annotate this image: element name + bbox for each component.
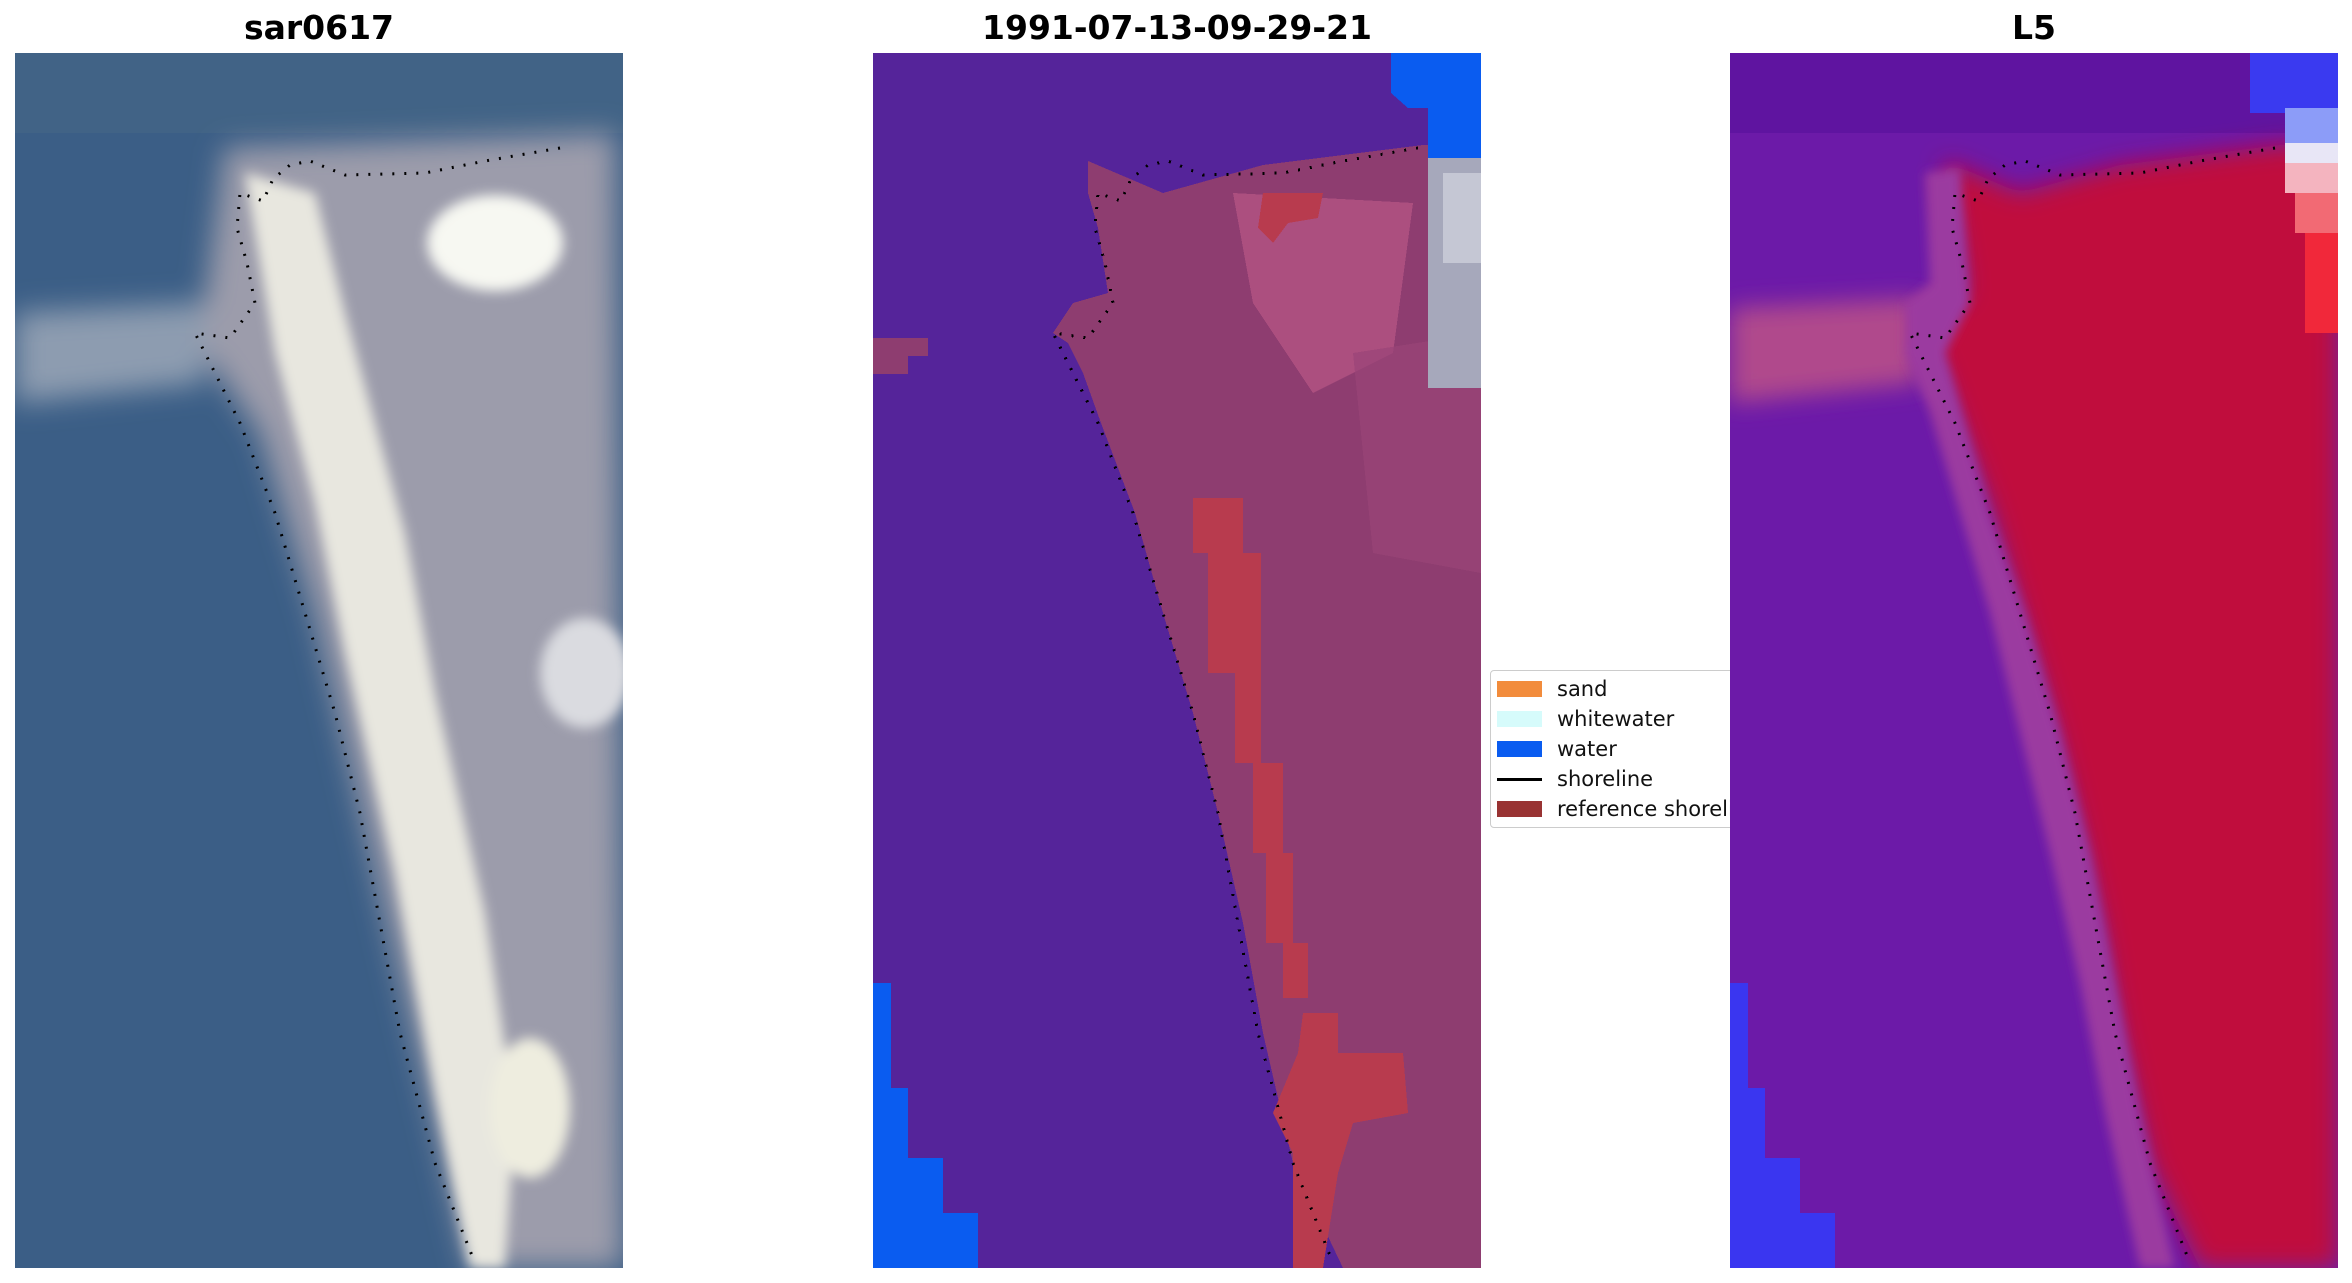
legend-item-shoreline: shoreline bbox=[1497, 764, 1653, 794]
legend-swatch-reference-shoreline bbox=[1497, 801, 1542, 817]
classification-panel bbox=[873, 53, 1481, 1268]
legend-swatch-water bbox=[1497, 741, 1542, 757]
legend-label: reference shoreline bbox=[1557, 797, 1734, 821]
panel-title-mndwi: L5 bbox=[2012, 8, 2056, 47]
panel-title-rgb: sar0617 bbox=[243, 8, 395, 47]
legend-label: whitewater bbox=[1557, 707, 1675, 731]
legend-label: water bbox=[1557, 737, 1617, 761]
legend-label: shoreline bbox=[1557, 767, 1654, 791]
legend-item-reference-shoreline: reference shoreline bbox=[1497, 794, 1734, 824]
legend-item-water: water bbox=[1497, 734, 1617, 764]
classification-image bbox=[873, 53, 1481, 1268]
index-image bbox=[1730, 53, 2338, 1268]
legend-swatch-sand bbox=[1497, 681, 1542, 697]
legend-item-whitewater: whitewater bbox=[1497, 704, 1674, 734]
index-panel bbox=[1730, 53, 2338, 1268]
legend-label: sand bbox=[1557, 677, 1608, 701]
panel-title-classification: 1991-07-13-09-29-21 bbox=[982, 8, 1372, 47]
legend-swatch-whitewater bbox=[1497, 711, 1542, 727]
rgb-image bbox=[15, 53, 623, 1268]
legend-item-sand: sand bbox=[1497, 674, 1607, 704]
legend-line-shoreline bbox=[1497, 777, 1542, 781]
rgb-image-panel bbox=[15, 53, 623, 1268]
legend: sand whitewater water shoreline referenc… bbox=[1490, 670, 1735, 828]
